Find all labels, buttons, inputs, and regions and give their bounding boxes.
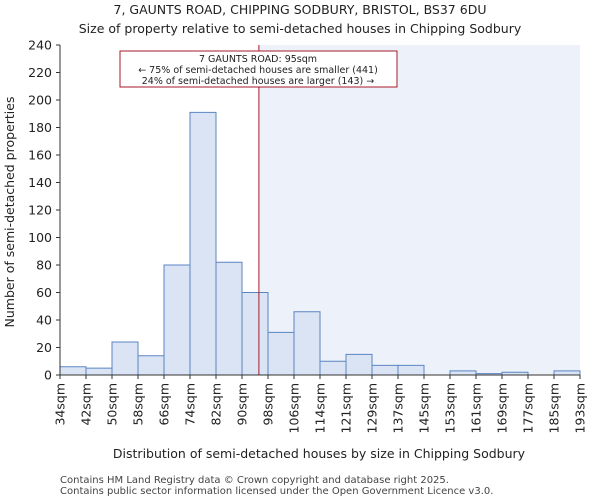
x-tick-label: 169sqm (495, 383, 510, 433)
annotation-line-1: 7 GAUNTS ROAD: 95sqm (199, 54, 317, 65)
y-tick-label: 40 (36, 313, 52, 328)
y-tick-label: 60 (36, 285, 52, 300)
x-tick-label: 98sqm (261, 383, 276, 426)
x-tick-label: 121sqm (339, 383, 354, 433)
bar-58sqm (137, 355, 165, 376)
chart-subtitle: Size of property relative to semi-detach… (79, 21, 522, 36)
x-tick-label: 129sqm (365, 383, 380, 433)
footer-line-1: Contains HM Land Registry data © Crown c… (60, 475, 449, 486)
y-tick-label: 100 (28, 230, 52, 245)
bar-121sqm (345, 353, 373, 376)
y-axis-label: Number of semi-detached properties (2, 97, 17, 328)
x-axis-label: Distribution of semi-detached houses by … (113, 446, 526, 461)
bar-98sqm (267, 331, 295, 376)
y-tick-label: 180 (28, 120, 52, 135)
annotation-box: 7 GAUNTS ROAD: 95sqm ← 75% of semi-detac… (119, 50, 398, 88)
bar-114sqm (319, 360, 347, 376)
y-tick-label: 20 (36, 340, 52, 355)
x-tick-label: 74sqm (183, 383, 198, 426)
bar-42sqm (85, 367, 113, 376)
bar-185sqm (553, 370, 581, 376)
y-tick-label: 220 (28, 65, 52, 80)
x-tick-label: 82sqm (209, 383, 224, 426)
x-tick-label: 114sqm (313, 383, 328, 433)
x-tick-label: 153sqm (443, 383, 458, 433)
x-tick-label: 145sqm (417, 383, 432, 433)
footer-line-2: Contains public sector information licen… (60, 486, 493, 497)
bar-82sqm (215, 261, 243, 376)
annotation-line-2: ← 75% of semi-detached houses are smalle… (138, 65, 378, 76)
y-tick-label: 120 (28, 203, 52, 218)
y-tick-label: 160 (28, 148, 52, 163)
x-tick-label: 90sqm (235, 383, 250, 426)
chart-title: 7, GAUNTS ROAD, CHIPPING SODBURY, BRISTO… (114, 2, 487, 17)
x-tick-label: 50sqm (105, 383, 120, 426)
bar-74sqm (189, 111, 217, 376)
x-tick-label: 185sqm (547, 383, 562, 433)
bar-129sqm (371, 364, 399, 376)
x-tick-label: 58sqm (131, 383, 146, 426)
y-tick-label: 240 (28, 38, 52, 53)
bar-34sqm (59, 366, 87, 376)
bar-106sqm (293, 311, 321, 376)
annotation-line-3: 24% of semi-detached houses are larger (… (142, 76, 375, 87)
y-tick-label: 200 (28, 93, 52, 108)
x-tick-label: 106sqm (287, 383, 302, 433)
x-tick-label: 34sqm (53, 383, 68, 426)
bar-137sqm (397, 364, 425, 376)
bar-153sqm (449, 370, 477, 376)
x-tick-label: 193sqm (573, 383, 588, 433)
x-tick-label: 177sqm (521, 383, 536, 433)
bar-50sqm (111, 341, 139, 376)
bar-66sqm (163, 264, 191, 376)
bar-90sqm (241, 292, 269, 376)
y-tick-label: 140 (28, 175, 52, 190)
y-tick-label: 80 (36, 258, 52, 273)
x-tick-label: 137sqm (391, 383, 406, 433)
y-tick-label: 0 (44, 368, 52, 383)
x-tick-label: 161sqm (469, 383, 484, 433)
x-tick-label: 66sqm (157, 383, 172, 426)
x-tick-label: 42sqm (79, 383, 94, 426)
